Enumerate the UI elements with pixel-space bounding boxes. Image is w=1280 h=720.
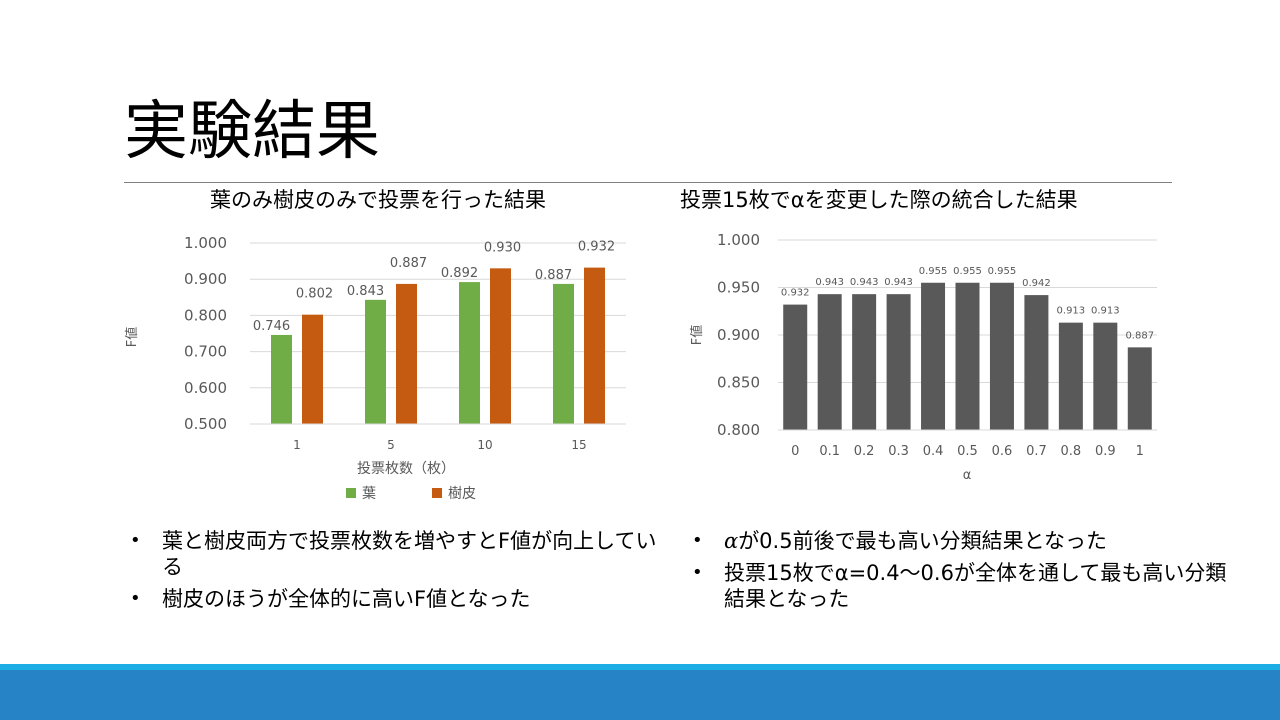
- bullet-text: 葉と樹皮両方で投票枚数を増やすとF値が向上している: [162, 529, 657, 579]
- chart1-legend-swatch: [346, 488, 356, 498]
- chart2-y-tick-label: 0.950: [717, 279, 760, 297]
- chart1-x-tick-label: 1: [293, 438, 301, 452]
- chart1-data-label: 0.802: [296, 287, 333, 302]
- chart1-data-label: 0.930: [484, 240, 521, 255]
- chart2-data-label: 0.943: [815, 277, 844, 288]
- bullet-text: が0.5前後で最も高い分類結果となった: [738, 529, 1107, 553]
- chart2-x-tick-label: 1: [1136, 444, 1144, 459]
- chart1-x-tick-label: 10: [477, 438, 492, 452]
- chart2-bar: [989, 282, 1014, 430]
- bullets-right: αが0.5前後で最も高い分類結果となった 投票15枚でα=0.4～0.6が全体を…: [686, 528, 1236, 618]
- chart2-bar: [955, 282, 980, 430]
- chart2-x-tick-label: 0: [791, 444, 799, 459]
- chart1-y-tick-label: 1.000: [184, 234, 227, 252]
- chart1-data-label: 0.932: [578, 240, 615, 255]
- chart2-data-label: 0.932: [781, 288, 810, 299]
- chart2-y-tick-label: 0.800: [717, 421, 760, 439]
- chart2-data-label: 0.913: [1057, 306, 1086, 317]
- chart2-data-label: 0.943: [884, 277, 913, 288]
- footer-accent-line: [0, 664, 1280, 670]
- chart2-data-label: 0.955: [953, 266, 982, 277]
- bullet-item: 葉と樹皮両方で投票枚数を増やすとF値が向上している: [124, 528, 674, 580]
- chart2-data-label: 0.913: [1091, 306, 1120, 317]
- chart2-x-tick-label: 0.2: [854, 444, 875, 459]
- chart1-bar-leaf: [459, 282, 480, 424]
- chart2-x-tick-label: 0.6: [992, 444, 1013, 459]
- chart1-bar-bark: [584, 267, 605, 424]
- chart1-data-label: 0.843: [347, 284, 384, 299]
- chart2-x-tick-label: 0.9: [1095, 444, 1116, 459]
- chart1-bar-leaf: [553, 283, 574, 424]
- chart2-data-label: 0.943: [850, 277, 879, 288]
- chart1-data-label: 0.887: [535, 268, 572, 283]
- bullet-item: 樹皮のほうが全体的に高いF値となった: [124, 586, 674, 612]
- chart1-y-tick-label: 0.900: [184, 270, 227, 288]
- chart1-bar-bark: [490, 268, 511, 424]
- chart2-bar: [1093, 322, 1118, 430]
- chart1-title: 葉のみ樹皮のみで投票を行った結果: [210, 188, 546, 212]
- title-divider: [124, 182, 1172, 183]
- chart1-data-label: 0.892: [441, 266, 478, 281]
- chart2-bar: [1058, 322, 1083, 430]
- chart2-y-tick-label: 1.000: [717, 231, 760, 249]
- chart2-bar: [817, 294, 842, 430]
- chart2-data-label: 0.955: [988, 266, 1017, 277]
- chart2-bar: [852, 294, 877, 430]
- chart2-bar: [921, 282, 946, 430]
- chart1-legend-swatch: [432, 488, 442, 498]
- chart1-bar-leaf: [271, 334, 292, 424]
- chart1-data-label: 0.887: [390, 256, 427, 271]
- chart2-y-axis-title: F値: [689, 325, 705, 345]
- chart1-data-label: 0.746: [253, 319, 290, 334]
- bullet-italic: α: [724, 529, 739, 553]
- chart1-y-tick-label: 0.800: [184, 306, 227, 324]
- footer-band: [0, 670, 1280, 720]
- chart1-legend-label: 樹皮: [448, 486, 476, 502]
- bullet-item: αが0.5前後で最も高い分類結果となった: [686, 528, 1236, 554]
- chart2-bar: [1024, 295, 1049, 430]
- chart2-data-label: 0.955: [919, 266, 948, 277]
- chart2-title: 投票15枚でαを変更した際の統合した結果: [680, 188, 1078, 212]
- chart1-x-axis-title: 投票枚数（枚）: [357, 461, 455, 477]
- chart1-y-tick-label: 0.600: [184, 379, 227, 397]
- chart1-svg: 0.500 0.600 0.700 0.800 0.900 1.000 1 0.746 0.80…: [124, 234, 626, 502]
- chart1-x-tick-label: 5: [387, 438, 395, 452]
- chart1-bar-bark: [302, 314, 323, 424]
- bullet-item: 投票15枚でα=0.4～0.6が全体を通して最も高い分類結果となった: [686, 560, 1236, 612]
- chart2-x-tick-label: 0.7: [1026, 444, 1047, 459]
- chart2-x-tick-label: 0.4: [923, 444, 944, 459]
- chart2-data-label: 0.887: [1125, 330, 1154, 341]
- chart1-y-axis-title: F値: [124, 327, 140, 347]
- chart2-x-tick-label: 0.8: [1061, 444, 1082, 459]
- chart2-y-tick-label: 0.850: [717, 374, 760, 392]
- chart2-data-label: 0.942: [1022, 278, 1051, 289]
- chart1-bar-leaf: [365, 299, 386, 424]
- bullets-left: 葉と樹皮両方で投票枚数を増やすとF値が向上している 樹皮のほうが全体的に高いF値…: [124, 528, 674, 618]
- chart2-y-tick-label: 0.900: [717, 326, 760, 344]
- chart1-y-tick-label: 0.500: [184, 415, 227, 433]
- bullet-text: 投票15枚でα=0.4～0.6が全体を通して最も高い分類結果となった: [724, 561, 1227, 611]
- chart1-legend-label: 葉: [362, 486, 376, 502]
- chart2-svg: 0.800 0.850 0.900 0.950 1.000 0.932 0 0.943 0.1 0…: [689, 231, 1157, 483]
- chart1-x-tick-label: 15: [571, 438, 586, 452]
- chart2-x-tick-label: 0.3: [888, 444, 909, 459]
- slide-title: 実験結果: [124, 95, 380, 169]
- chart1-y-tick-label: 0.700: [184, 343, 227, 361]
- chart1-bar-bark: [396, 283, 417, 424]
- chart2-bar: [783, 304, 808, 430]
- bullet-text: 樹皮のほうが全体的に高いF値となった: [162, 587, 531, 611]
- chart2-bar: [1127, 347, 1152, 430]
- chart2-x-tick-label: 0.1: [819, 444, 840, 459]
- chart2-bar: [886, 294, 911, 430]
- chart2-x-axis-title: α: [963, 468, 972, 483]
- chart2-x-tick-label: 0.5: [957, 444, 978, 459]
